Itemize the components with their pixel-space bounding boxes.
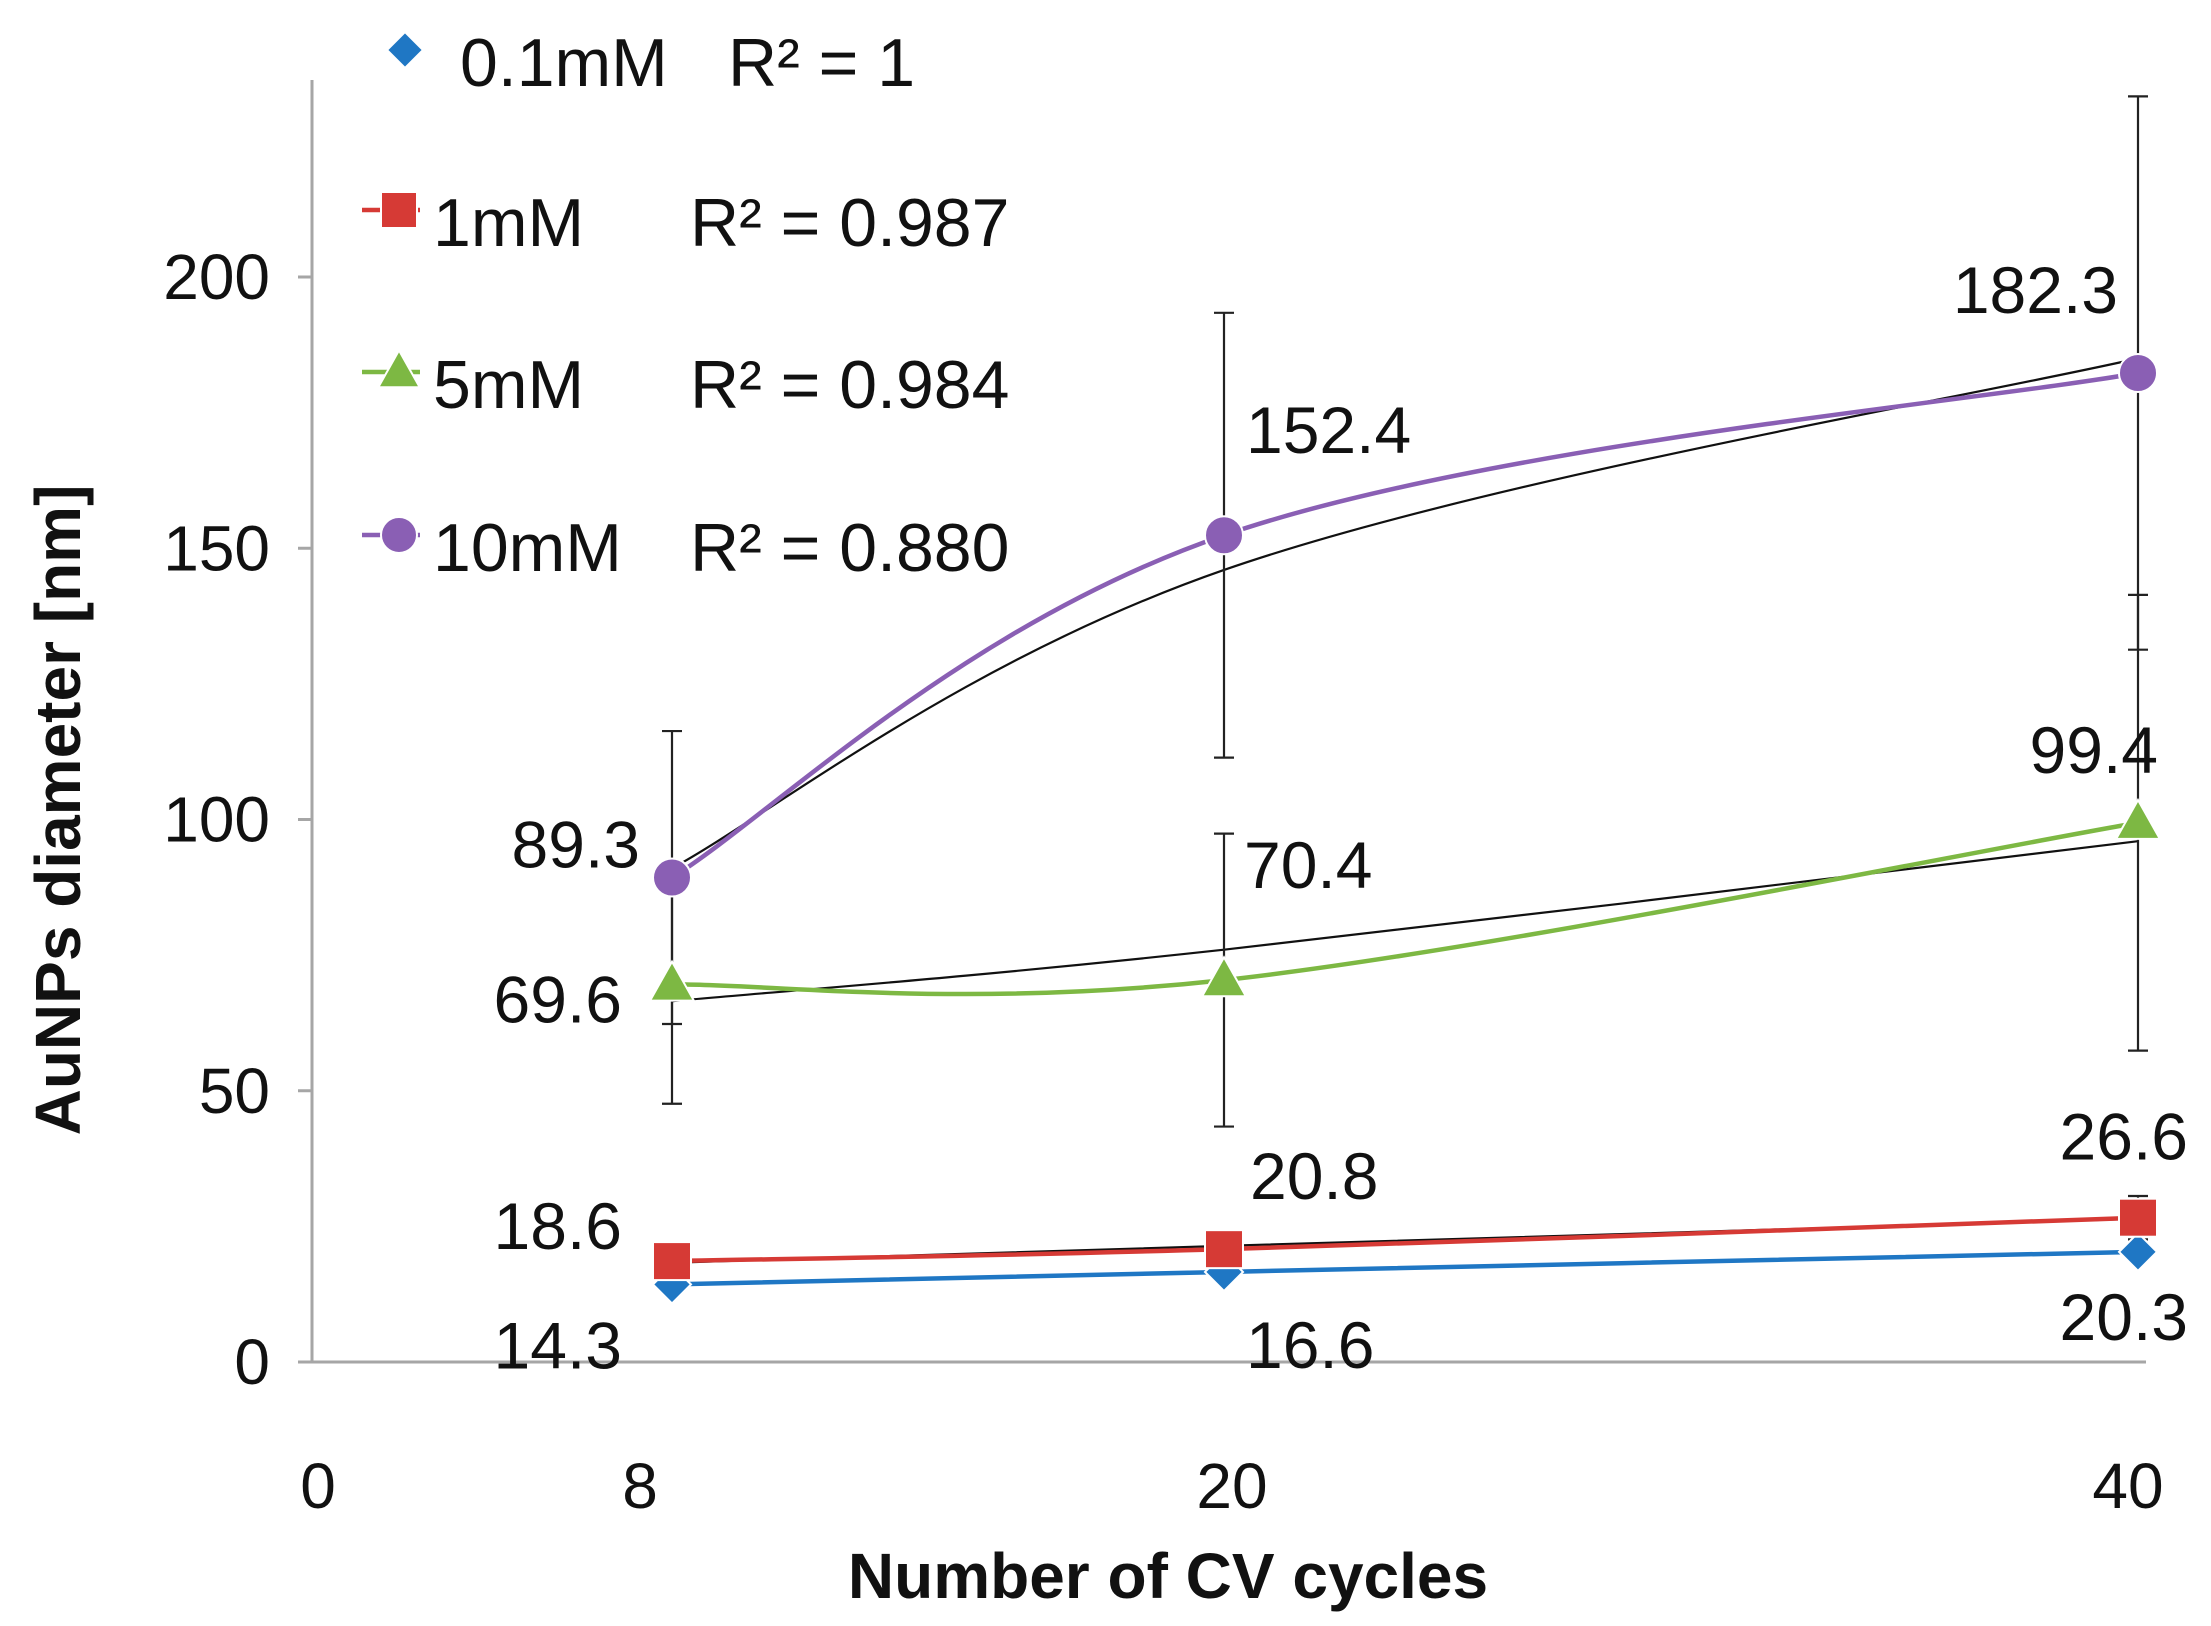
x-tick-label: 0	[300, 1450, 336, 1522]
series-line-10mM	[670, 370, 2139, 880]
marker-1mM	[2118, 1197, 2158, 1238]
legend: 0.1mM R² = 1 1mM R² = 0.987 5mM R² = 0.984 10m…	[362, 25, 1009, 586]
marker-1mM	[1204, 1229, 1244, 1270]
marker-0.1mM	[2117, 1231, 2159, 1273]
legend-entry-10mM: 10mM R² = 0.880	[362, 510, 1009, 586]
data-label: 20.3	[2060, 1280, 2188, 1354]
legend-label: 1mM	[433, 185, 584, 261]
data-label: 89.3	[512, 808, 640, 882]
x-tick-label: 20	[1196, 1450, 1267, 1522]
legend-label: 0.1mM	[460, 25, 668, 101]
data-label: 69.6	[494, 962, 622, 1036]
data-label: 26.6	[2060, 1100, 2188, 1174]
series-line-1mM	[671, 1215, 2139, 1264]
error-bars	[662, 95, 2148, 1241]
legend-marker-5mM	[376, 348, 422, 389]
data-labels: 14.3 16.6 20.3 18.6 20.8 26.6 69.6 70.4 99.4 89.3…	[494, 253, 2188, 1382]
series-line-5mM	[671, 820, 2139, 997]
axes: 0 50 100 150 200 0 8 20 40	[163, 80, 2164, 1522]
y-tick-label: 100	[163, 784, 270, 856]
legend-r2: R² = 0.880	[690, 510, 1009, 586]
legend-r2: R² = 0.987	[690, 185, 1009, 261]
legend-r2: R² = 0.984	[690, 347, 1009, 423]
x-tick-label: 8	[622, 1450, 658, 1522]
marker-10mM	[652, 857, 692, 898]
y-axis-title: AuNPs diameter [nm]	[22, 485, 94, 1136]
y-tick-label: 0	[234, 1326, 270, 1398]
trendlines	[671, 357, 2139, 1286]
x-tick-label: 40	[2092, 1450, 2163, 1522]
legend-marker-10mM	[380, 516, 418, 554]
legend-marker-0.1mM	[385, 30, 425, 70]
x-axis-title: Number of CV cycles	[848, 1540, 1488, 1612]
legend-entry-0.1mM: 0.1mM R² = 1	[385, 25, 915, 101]
data-label: 20.8	[1250, 1139, 1378, 1213]
marker-5mM	[1200, 955, 1248, 998]
legend-marker-1mM	[380, 191, 418, 229]
marker-5mM	[648, 959, 696, 1002]
y-tick-label: 50	[199, 1055, 270, 1127]
data-label: 99.4	[2030, 713, 2158, 787]
legend-label: 5mM	[433, 347, 584, 423]
marker-10mM	[2118, 353, 2158, 394]
series-line-0.1mM	[671, 1249, 2139, 1287]
data-label: 182.3	[1953, 253, 2118, 327]
data-label: 152.4	[1246, 393, 1411, 467]
legend-entry-5mM: 5mM R² = 0.984	[362, 347, 1009, 423]
data-label: 18.6	[494, 1189, 622, 1263]
marker-10mM	[1204, 515, 1244, 556]
series-lines	[670, 370, 2139, 1287]
legend-r2: R² = 1	[728, 25, 915, 101]
y-tick-label: 200	[163, 241, 270, 313]
marker-5mM	[2114, 797, 2162, 840]
legend-entry-1mM: 1mM R² = 0.987	[362, 185, 1009, 261]
data-label: 14.3	[494, 1308, 622, 1382]
data-label: 16.6	[1246, 1308, 1374, 1382]
data-label: 70.4	[1244, 828, 1372, 902]
marker-1mM	[652, 1241, 692, 1282]
y-tick-label: 150	[163, 512, 270, 584]
legend-label: 10mM	[433, 510, 622, 586]
series-markers	[648, 353, 2162, 1305]
